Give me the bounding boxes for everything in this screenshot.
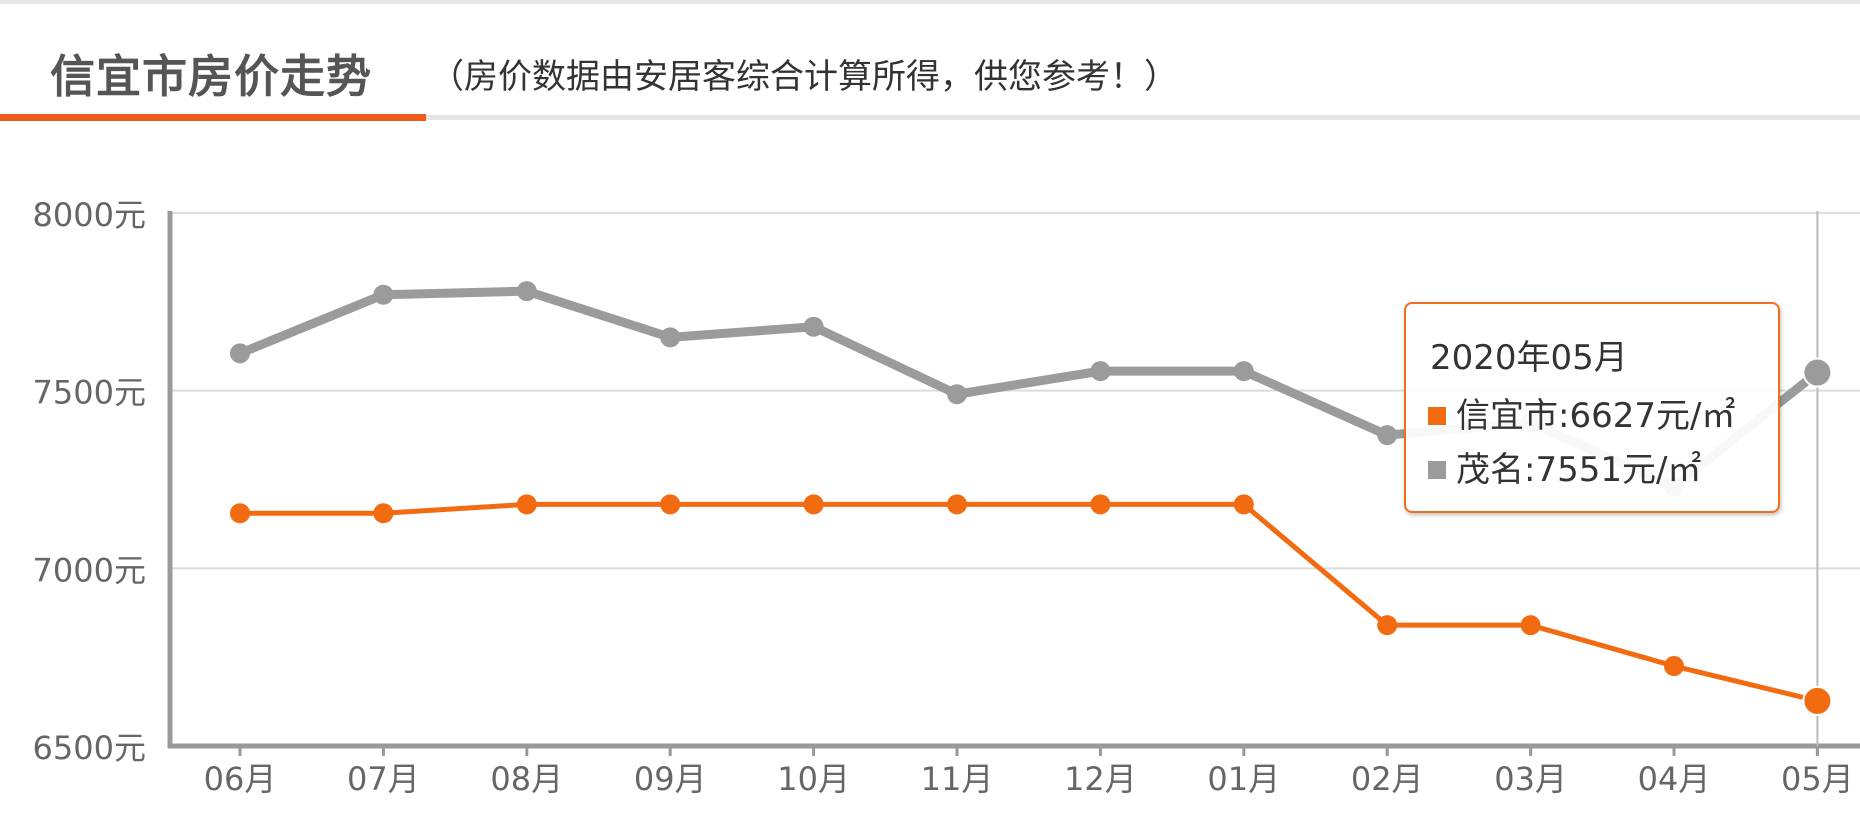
x-tick-label: 07月 [347,760,420,798]
y-tick-label: 6500元 [33,729,146,767]
tab-rule [426,115,1860,120]
data-point [1377,425,1398,446]
y-tick-label: 7500元 [33,374,146,412]
tooltip-row-label: 信宜市:6627元/㎡ [1456,396,1736,436]
x-tick-label: 12月 [1064,760,1137,798]
y-tick-label: 8000元 [33,196,146,234]
data-point [803,494,824,515]
data-point [1377,615,1398,636]
x-tick-label: 06月 [204,760,277,798]
legend-square-icon [1428,461,1446,479]
data-point [516,494,537,515]
data-point [660,494,681,515]
data-point [1520,615,1541,636]
data-point [1664,656,1684,677]
x-tick-label: 05月 [1781,760,1854,798]
x-tick-label: 10月 [777,760,850,798]
x-tick-label: 03月 [1494,760,1567,798]
data-point [1233,494,1254,515]
active-tab-underline [0,114,426,121]
data-point [947,494,967,515]
x-tick-label: 08月 [490,760,563,798]
data-point [947,384,967,405]
data-point [373,284,394,305]
tooltip-row-primary: 信宜市:6627元/㎡ [1428,388,1735,437]
data-point [516,281,537,302]
tooltip-row-label: 茂名:7551元/㎡ [1456,450,1702,490]
y-tick-label: 7000元 [33,551,146,589]
x-tick-label: 04月 [1638,760,1711,798]
data-point [1090,494,1111,515]
data-point [230,503,250,524]
legend-square-icon [1428,407,1446,425]
data-point [1090,361,1111,382]
data-point [1233,361,1254,382]
x-tick-label: 02月 [1351,760,1424,798]
top-rule [0,0,1860,4]
x-tick-label: 11月 [921,760,994,798]
data-point [803,316,824,337]
x-tick-label: 01月 [1207,760,1280,798]
data-point [660,327,681,348]
data-point [373,503,394,524]
page-title: 信宜市房价走势 [50,50,373,103]
data-point [1802,685,1833,716]
data-point [230,343,250,364]
chart-tooltip: 2020年05月 信宜市:6627元/㎡ 茂名:7551元/㎡ [1404,302,1780,513]
data-point [1802,357,1833,388]
series-line [237,501,1820,704]
page-subtitle: （房价数据由安居客综合计算所得，供您参考！） [430,57,1178,97]
tooltip-row-secondary: 茂名:7551元/㎡ [1428,442,1701,491]
x-tick-label: 09月 [634,760,707,798]
tooltip-title: 2020年05月 [1430,338,1628,378]
header: 信宜市房价走势 （房价数据由安居客综合计算所得，供您参考！） [0,4,1860,122]
